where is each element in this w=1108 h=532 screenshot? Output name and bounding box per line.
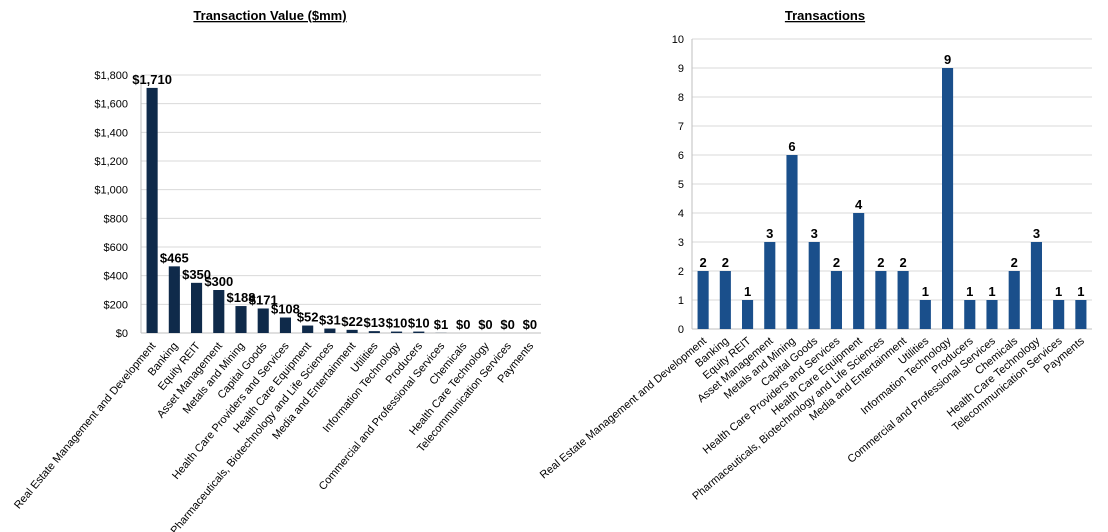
count-y-tick-label: 3 bbox=[678, 237, 684, 249]
value-data-label: $31 bbox=[319, 313, 341, 328]
value-data-label: $10 bbox=[408, 316, 430, 331]
value-data-label: $0 bbox=[478, 317, 492, 332]
count-data-label: 9 bbox=[944, 52, 951, 67]
value-category-label: Real Estate Management and Development bbox=[12, 340, 158, 511]
value-bar bbox=[302, 325, 314, 333]
value-bar bbox=[413, 331, 425, 333]
value-data-label: $10 bbox=[386, 316, 408, 331]
count-category-label: Real Estate Management and Development bbox=[538, 335, 709, 481]
count-bar bbox=[1030, 242, 1042, 329]
value-data-label: $350 bbox=[182, 267, 211, 282]
value-data-label: $465 bbox=[160, 250, 189, 265]
value-bar bbox=[324, 328, 336, 333]
value-data-label: $0 bbox=[456, 317, 470, 332]
count-data-label: 2 bbox=[833, 255, 840, 270]
count-bar bbox=[897, 271, 909, 329]
value-y-tick-label: $200 bbox=[104, 299, 128, 311]
count-bar bbox=[919, 300, 931, 329]
value-data-label: $188 bbox=[227, 290, 256, 305]
count-bar bbox=[964, 300, 976, 329]
count-data-label: 2 bbox=[877, 255, 884, 270]
count-y-tick-label: 4 bbox=[678, 208, 684, 220]
count-y-tick-label: 8 bbox=[678, 92, 684, 104]
value-bar bbox=[346, 329, 358, 333]
count-bar bbox=[1075, 300, 1087, 329]
count-bar bbox=[986, 300, 998, 329]
count-y-tick-label: 0 bbox=[678, 324, 684, 336]
count-data-label: 1 bbox=[922, 284, 929, 299]
value-y-tick-label: $1,400 bbox=[94, 127, 128, 139]
count-bar bbox=[742, 300, 754, 329]
count-bar bbox=[853, 213, 865, 329]
count-bar bbox=[786, 155, 798, 329]
count-bar bbox=[764, 242, 776, 329]
value-data-label: $171 bbox=[249, 292, 278, 307]
value-data-label: $0 bbox=[523, 317, 537, 332]
value-data-label: $22 bbox=[341, 314, 363, 329]
count-data-label: 2 bbox=[899, 255, 906, 270]
transaction-value-chart: Transaction Value ($mm) $0 $200 $400 $600 $80… bbox=[12, 8, 541, 532]
count-bar bbox=[875, 271, 887, 329]
value-bar bbox=[146, 87, 158, 334]
count-y-tick-label: 6 bbox=[678, 150, 684, 162]
count-data-label: 3 bbox=[811, 226, 818, 241]
value-data-label: $0 bbox=[500, 317, 514, 332]
count-y-tick-label: 10 bbox=[672, 34, 684, 46]
count-bar bbox=[942, 68, 954, 329]
count-bar bbox=[808, 242, 820, 329]
value-data-label: $300 bbox=[204, 274, 233, 289]
value-bar bbox=[368, 331, 380, 333]
count-y-tick-label: 1 bbox=[678, 295, 684, 307]
count-y-tick-label: 7 bbox=[678, 121, 684, 133]
count-bar bbox=[1008, 271, 1020, 329]
value-bar bbox=[235, 306, 247, 333]
value-bar bbox=[391, 331, 403, 333]
count-bar bbox=[697, 271, 709, 329]
count-data-label: 1 bbox=[966, 284, 973, 299]
value-bar bbox=[191, 282, 203, 333]
value-y-tick-label: $600 bbox=[104, 242, 128, 254]
count-data-label: 1 bbox=[1077, 284, 1084, 299]
value-data-label: $108 bbox=[271, 302, 300, 317]
count-bar bbox=[1053, 300, 1065, 329]
value-bar bbox=[168, 266, 180, 333]
value-y-tick-label: $1,800 bbox=[94, 70, 128, 82]
value-y-tick-label: $800 bbox=[104, 213, 128, 225]
count-data-label: 3 bbox=[766, 226, 773, 241]
count-data-label: 1 bbox=[1055, 284, 1062, 299]
value-y-tick-label: $0 bbox=[116, 328, 128, 340]
count-bar bbox=[719, 271, 731, 329]
count-y-tick-label: 9 bbox=[678, 63, 684, 75]
value-data-label: $13 bbox=[363, 315, 385, 330]
value-y-tick-label: $1,600 bbox=[94, 99, 128, 111]
count-bar bbox=[830, 271, 842, 329]
count-data-label: 2 bbox=[699, 255, 706, 270]
value-bar bbox=[257, 308, 269, 333]
value-bar bbox=[279, 317, 291, 333]
value-bar bbox=[213, 290, 225, 333]
value-y-tick-label: $1,200 bbox=[94, 156, 128, 168]
value-data-label: $52 bbox=[297, 310, 319, 325]
value-chart-title: Transaction Value ($mm) bbox=[193, 8, 346, 23]
value-data-label: $1 bbox=[434, 317, 448, 332]
count-data-label: 1 bbox=[988, 284, 995, 299]
count-data-label: 6 bbox=[788, 139, 795, 154]
count-data-label: 1 bbox=[744, 284, 751, 299]
count-y-tick-label: 2 bbox=[678, 266, 684, 278]
count-y-tick-label: 5 bbox=[678, 179, 684, 191]
count-chart-title: Transactions bbox=[785, 8, 865, 23]
value-y-tick-label: $400 bbox=[104, 271, 128, 283]
count-data-label: 2 bbox=[722, 255, 729, 270]
count-data-label: 3 bbox=[1033, 226, 1040, 241]
count-data-label: 4 bbox=[855, 197, 863, 212]
value-data-label: $1,710 bbox=[132, 72, 172, 87]
count-data-label: 2 bbox=[1011, 255, 1018, 270]
value-y-tick-label: $1,000 bbox=[94, 185, 128, 197]
